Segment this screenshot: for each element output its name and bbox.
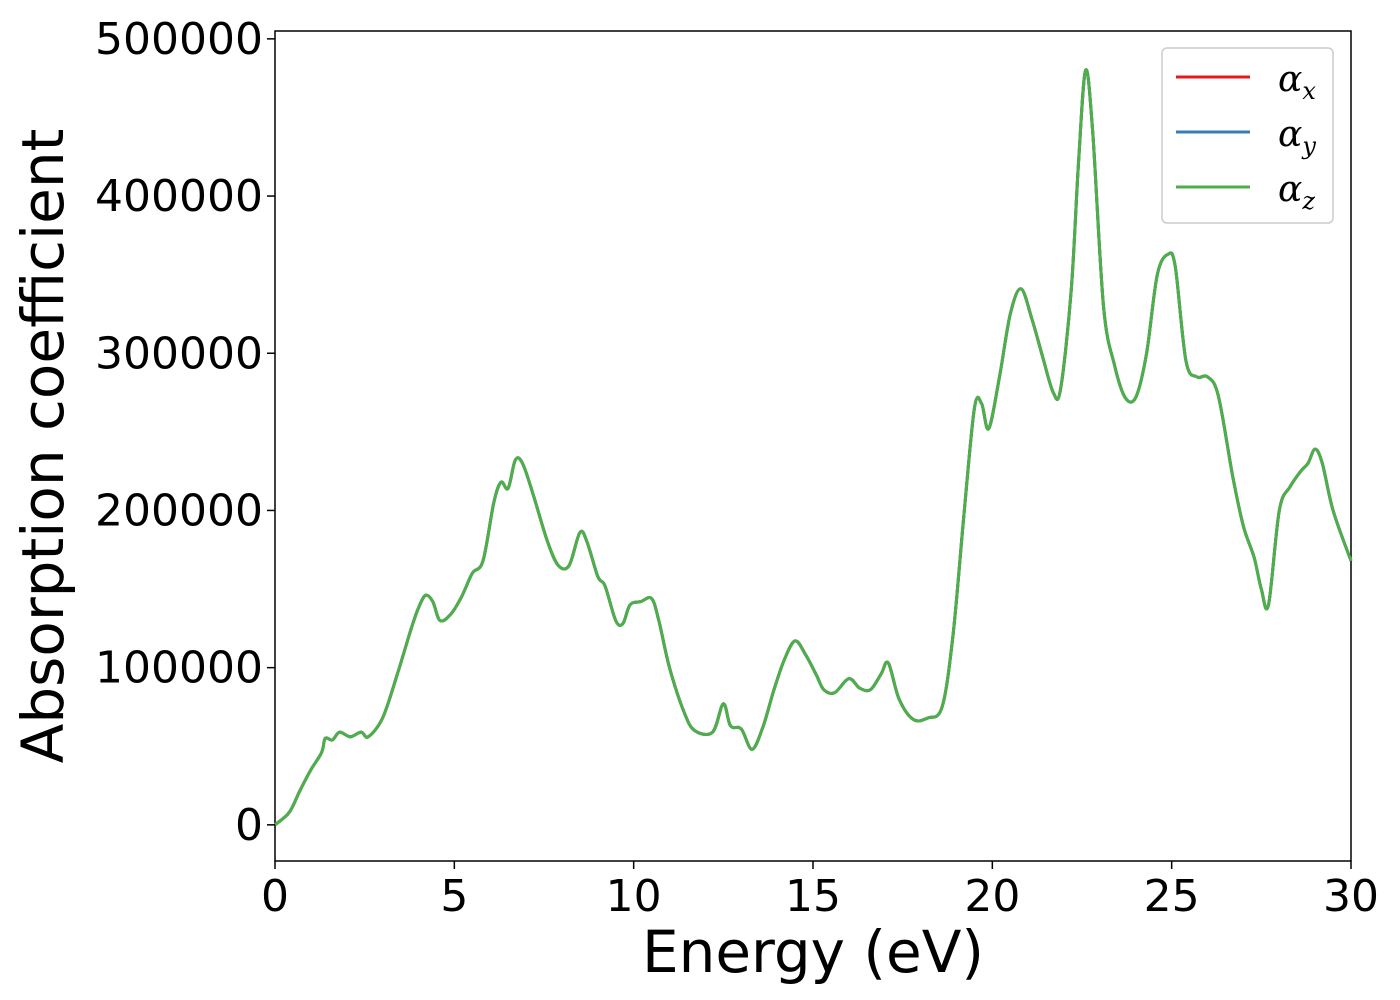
y-tick-label: 100000 [95,643,263,694]
y-tick-label: 0 [235,800,263,851]
x-tick-label: 30 [1323,871,1379,922]
x-tick-label: 15 [785,871,841,922]
x-axis: 0 5 10 15 20 25 30 [261,861,1379,922]
y-tick-label: 200000 [95,485,263,536]
x-tick-label: 10 [606,871,662,922]
legend-label-y: αy [1278,114,1316,160]
legend-label-x: αx [1278,59,1316,105]
legend-label-z: αz [1278,169,1315,215]
y-axis: 0 100000 200000 300000 400000 500000 [95,14,275,851]
y-axis-label: Absorption coefficient [9,129,77,764]
legend: αx αy αz [1161,47,1334,224]
series-layer [274,68,1353,826]
y-tick-label: 400000 [95,171,263,222]
x-tick-label: 25 [1144,871,1200,922]
y-tick-label: 300000 [95,328,263,379]
x-axis-label: Energy (eV) [642,918,984,986]
legend-box [1161,47,1334,224]
series-line-z [274,68,1353,826]
x-tick-label: 20 [964,871,1020,922]
legend-items: αx αy αz [1176,59,1316,215]
x-tick-label: 0 [261,871,289,922]
y-tick-label: 500000 [95,14,263,65]
x-tick-label: 5 [440,871,468,922]
